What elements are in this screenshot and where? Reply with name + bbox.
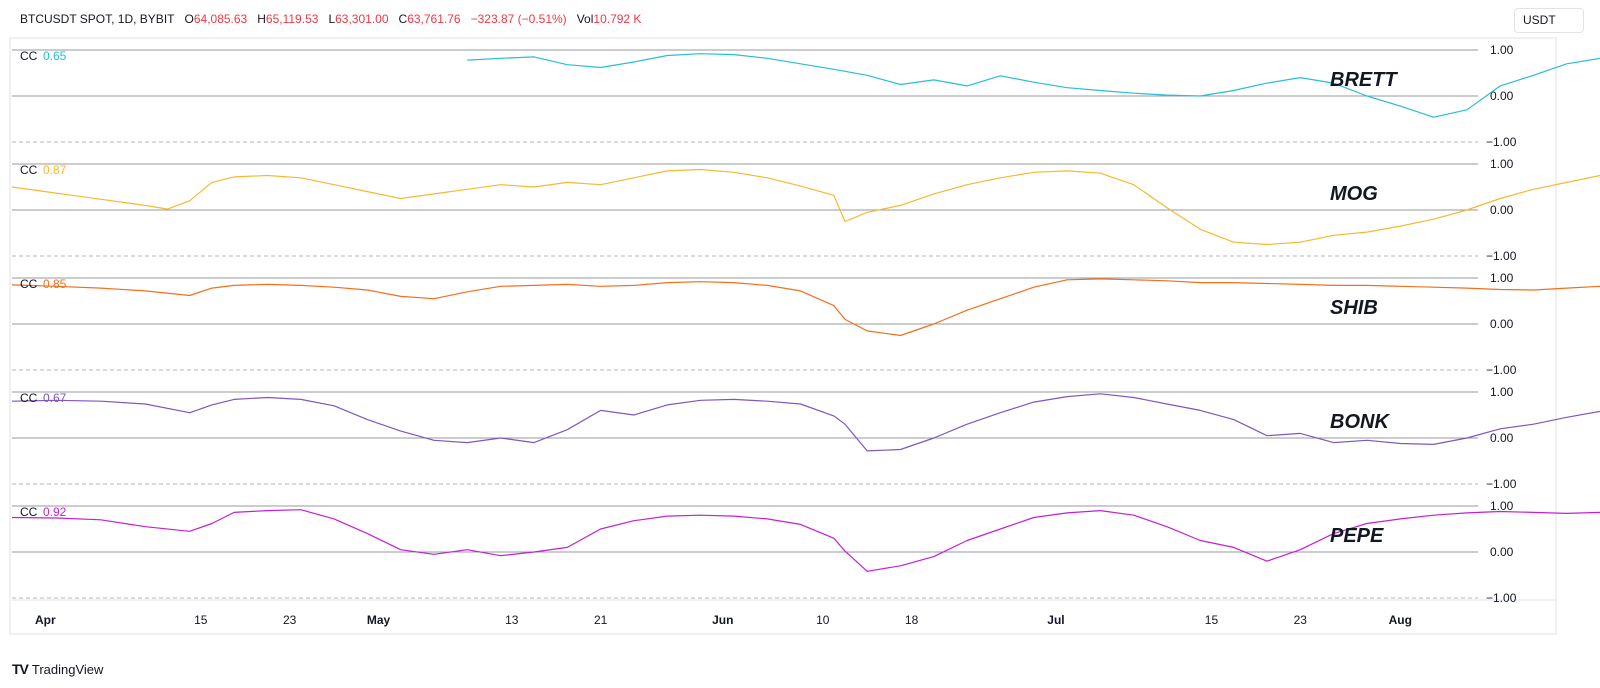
pane-name-shib: SHIB bbox=[1330, 297, 1378, 319]
y-tick-label: 0.00 bbox=[1490, 203, 1514, 217]
symbol-header: BTCUSDT SPOT, 1D, BYBIT O64,085.63 H65,1… bbox=[20, 12, 641, 26]
open-label: O bbox=[184, 12, 194, 26]
y-tick-label: −1.00 bbox=[1486, 363, 1517, 377]
x-tick-label: Apr bbox=[35, 613, 56, 627]
x-tick-label: 18 bbox=[905, 613, 919, 627]
x-tick-label: 23 bbox=[283, 613, 297, 627]
close-label: C bbox=[398, 12, 408, 26]
pane-name-mog: MOG bbox=[1330, 183, 1378, 205]
volume-value: 10.792 K bbox=[593, 12, 642, 26]
indicator-value: 0.87 bbox=[43, 163, 67, 177]
y-tick-label: 0.00 bbox=[1490, 545, 1514, 559]
indicator-label: CC bbox=[20, 163, 38, 177]
indicator-value: 0.92 bbox=[43, 505, 67, 519]
high-label: H bbox=[257, 12, 266, 26]
indicator-label: CC bbox=[20, 391, 38, 405]
y-tick-label: 1.00 bbox=[1490, 499, 1514, 513]
volume-label: Vol bbox=[576, 12, 594, 26]
y-tick-label: −1.00 bbox=[1486, 249, 1517, 263]
tradingview-logo-icon: TV bbox=[12, 661, 29, 677]
y-tick-label: 1.00 bbox=[1490, 157, 1514, 171]
x-tick-label: 13 bbox=[505, 613, 519, 627]
x-tick-label: 15 bbox=[1205, 613, 1219, 627]
indicator-value: 0.65 bbox=[43, 49, 67, 63]
y-tick-label: 0.00 bbox=[1490, 431, 1514, 445]
symbol-title[interactable]: BTCUSDT SPOT, 1D, BYBIT bbox=[20, 12, 175, 26]
chart-frame bbox=[9, 37, 1557, 635]
y-tick-label: −1.00 bbox=[1486, 477, 1517, 491]
series-line-mog[interactable] bbox=[11, 168, 1600, 246]
low-value: 63,301.00 bbox=[335, 12, 389, 26]
x-tick-label: 15 bbox=[194, 613, 208, 627]
indicator-label: CC bbox=[20, 49, 38, 63]
x-tick-label: 10 bbox=[816, 613, 830, 627]
low-label: L bbox=[328, 12, 336, 26]
series-line-bonk[interactable] bbox=[11, 393, 1600, 452]
indicator-label: CC bbox=[20, 277, 38, 291]
x-tick-label: May bbox=[367, 613, 391, 627]
indicator-label: CC bbox=[20, 505, 38, 519]
high-value: 65,119.53 bbox=[265, 12, 319, 26]
y-tick-label: −1.00 bbox=[1486, 591, 1517, 605]
y-tick-label: 0.00 bbox=[1490, 89, 1514, 103]
x-tick-label: Jul bbox=[1047, 613, 1064, 627]
series-line-brett[interactable] bbox=[467, 53, 1600, 118]
x-tick-label: Aug bbox=[1389, 613, 1412, 627]
pane-name-bonk: BONK bbox=[1330, 411, 1390, 433]
series-line-shib[interactable] bbox=[11, 278, 1600, 337]
y-tick-label: 0.00 bbox=[1490, 317, 1514, 331]
y-tick-label: 1.00 bbox=[1490, 385, 1514, 399]
brand-name: TradingView bbox=[31, 661, 104, 677]
y-tick-label: −1.00 bbox=[1486, 135, 1517, 149]
pane-name-pepe: PEPE bbox=[1330, 525, 1384, 547]
indicator-value: 0.67 bbox=[43, 391, 67, 405]
series-line-pepe[interactable] bbox=[11, 509, 1600, 572]
y-tick-label: 1.00 bbox=[1490, 271, 1514, 285]
x-tick-label: 23 bbox=[1294, 613, 1308, 627]
indicator-value: 0.85 bbox=[43, 277, 67, 291]
x-tick-label: 21 bbox=[594, 613, 608, 627]
y-tick-label: 1.00 bbox=[1490, 43, 1514, 57]
pane-name-brett: BRETT bbox=[1330, 69, 1398, 91]
tradingview-brand[interactable]: TV TradingView bbox=[12, 661, 103, 677]
currency-button[interactable]: USDT bbox=[1514, 8, 1584, 33]
x-tick-label: Jun bbox=[712, 613, 733, 627]
change-value: −323.87 (−0.51%) bbox=[470, 12, 567, 26]
close-value: 63,761.76 bbox=[407, 12, 461, 26]
open-value: 64,085.63 bbox=[193, 12, 248, 26]
